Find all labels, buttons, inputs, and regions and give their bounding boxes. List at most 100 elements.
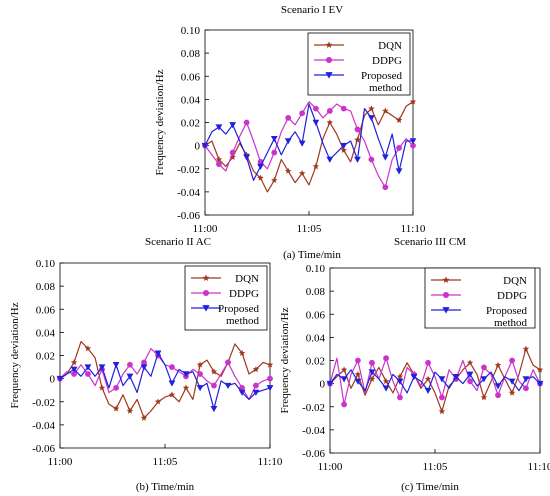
data-point <box>424 387 432 394</box>
data-point <box>438 407 446 415</box>
legend-swatch-marker <box>202 289 210 297</box>
data-point <box>299 110 306 117</box>
y-tick-label: 0.04 <box>36 327 56 339</box>
data-point <box>239 384 245 391</box>
data-point <box>382 377 390 385</box>
data-point <box>270 135 278 143</box>
legend: DQN DDPG Proposed method <box>184 265 268 331</box>
data-point <box>252 389 260 396</box>
data-point <box>201 142 209 150</box>
data-point <box>326 156 334 163</box>
data-point <box>298 140 306 147</box>
data-point <box>425 359 431 366</box>
data-point <box>224 382 232 389</box>
data-point <box>154 398 162 405</box>
series-line-1 <box>329 348 541 412</box>
data-point <box>369 359 375 366</box>
data-point <box>182 384 190 391</box>
data-point <box>382 107 389 114</box>
data-point <box>480 376 488 383</box>
y-tick-label: 0.06 <box>36 304 56 316</box>
data-point <box>71 371 77 377</box>
data-point <box>271 149 278 156</box>
legend-label: Proposed method <box>361 70 402 94</box>
chart-title: Scenario I EV <box>281 4 343 16</box>
data-point <box>395 116 403 123</box>
legend-box <box>307 32 411 96</box>
legend-swatch-marker <box>442 307 450 314</box>
data-point <box>112 362 120 369</box>
data-point <box>368 115 375 122</box>
data-point <box>536 380 544 388</box>
legend-label: DDPG <box>372 55 402 67</box>
series-line-3 <box>59 352 271 410</box>
data-point <box>266 385 274 392</box>
data-point <box>312 119 320 126</box>
legend-label-line: DDPG <box>497 290 527 302</box>
y-tick-label: 0 <box>50 374 56 386</box>
data-point <box>70 366 78 373</box>
y-tick-label: -0.02 <box>177 164 200 176</box>
y-axis-label: Frequency deviation/Hz <box>9 302 21 408</box>
data-point <box>410 373 418 381</box>
legend-label: DQN <box>503 275 527 287</box>
data-point <box>409 98 417 105</box>
x-tick-label: 11:00 <box>193 223 218 235</box>
data-point <box>127 361 133 368</box>
y-tick-label: 0.08 <box>181 48 201 60</box>
data-point <box>267 375 273 382</box>
data-point <box>536 366 544 373</box>
y-tick-label: -0.06 <box>302 448 325 460</box>
y-tick-label: 0.02 <box>306 356 325 368</box>
legend-label-line: Proposed <box>218 303 259 315</box>
legend-label: DDPG <box>497 290 527 302</box>
data-point <box>229 149 236 156</box>
data-point <box>169 364 175 370</box>
data-point <box>341 401 347 408</box>
x-tick-label: 11:00 <box>48 456 73 468</box>
chart-panel-2: Scenario II AC -0.06 -0.04 -0.02 0 0.02 0.04 0.… <box>9 236 283 493</box>
y-tick-label: -0.06 <box>177 210 200 222</box>
legend-label-line: method <box>369 82 402 94</box>
data-point <box>326 119 334 126</box>
data-point <box>112 405 120 412</box>
legend-label-line: method <box>494 317 527 329</box>
data-point <box>340 105 347 112</box>
legend-swatch-marker <box>325 56 333 64</box>
data-point <box>340 376 348 383</box>
data-point <box>56 375 64 383</box>
data-point <box>326 108 333 114</box>
chart-panel-1: Scenario I EV -0.06 -0.04 -0.02 0 0.02 0.04 0.0… <box>154 4 426 261</box>
y-tick-label: 0.02 <box>181 118 200 130</box>
y-tick-label: -0.02 <box>302 402 325 414</box>
data-point <box>243 119 250 126</box>
chart-caption: (b) Time/min <box>136 481 195 493</box>
data-point <box>225 359 231 366</box>
data-point <box>154 350 162 357</box>
legend-swatch-marker <box>202 274 210 281</box>
data-point <box>312 163 320 170</box>
data-point <box>253 382 259 389</box>
data-point <box>354 370 362 378</box>
data-point <box>196 361 204 368</box>
x-tick-label: 11:00 <box>318 461 343 473</box>
data-point <box>197 371 203 377</box>
data-point <box>355 357 361 364</box>
y-tick-label: 0.08 <box>306 286 326 298</box>
chart-title: Scenario III CM <box>394 236 466 248</box>
legend-label-line: Proposed <box>486 305 527 317</box>
x-tick-label: 11:05 <box>153 456 178 468</box>
y-tick-label: 0.06 <box>306 309 326 321</box>
series-line-2 <box>204 101 414 188</box>
legend-label-line: DQN <box>378 40 402 52</box>
y-tick-label: 0.02 <box>36 351 55 363</box>
legend-label: Proposed method <box>218 303 259 327</box>
data-point <box>382 184 389 191</box>
data-point <box>210 405 218 413</box>
data-point <box>284 167 292 174</box>
data-point <box>480 394 488 401</box>
data-point <box>354 136 361 143</box>
data-point <box>396 373 404 380</box>
legend-label: DQN <box>235 273 259 285</box>
